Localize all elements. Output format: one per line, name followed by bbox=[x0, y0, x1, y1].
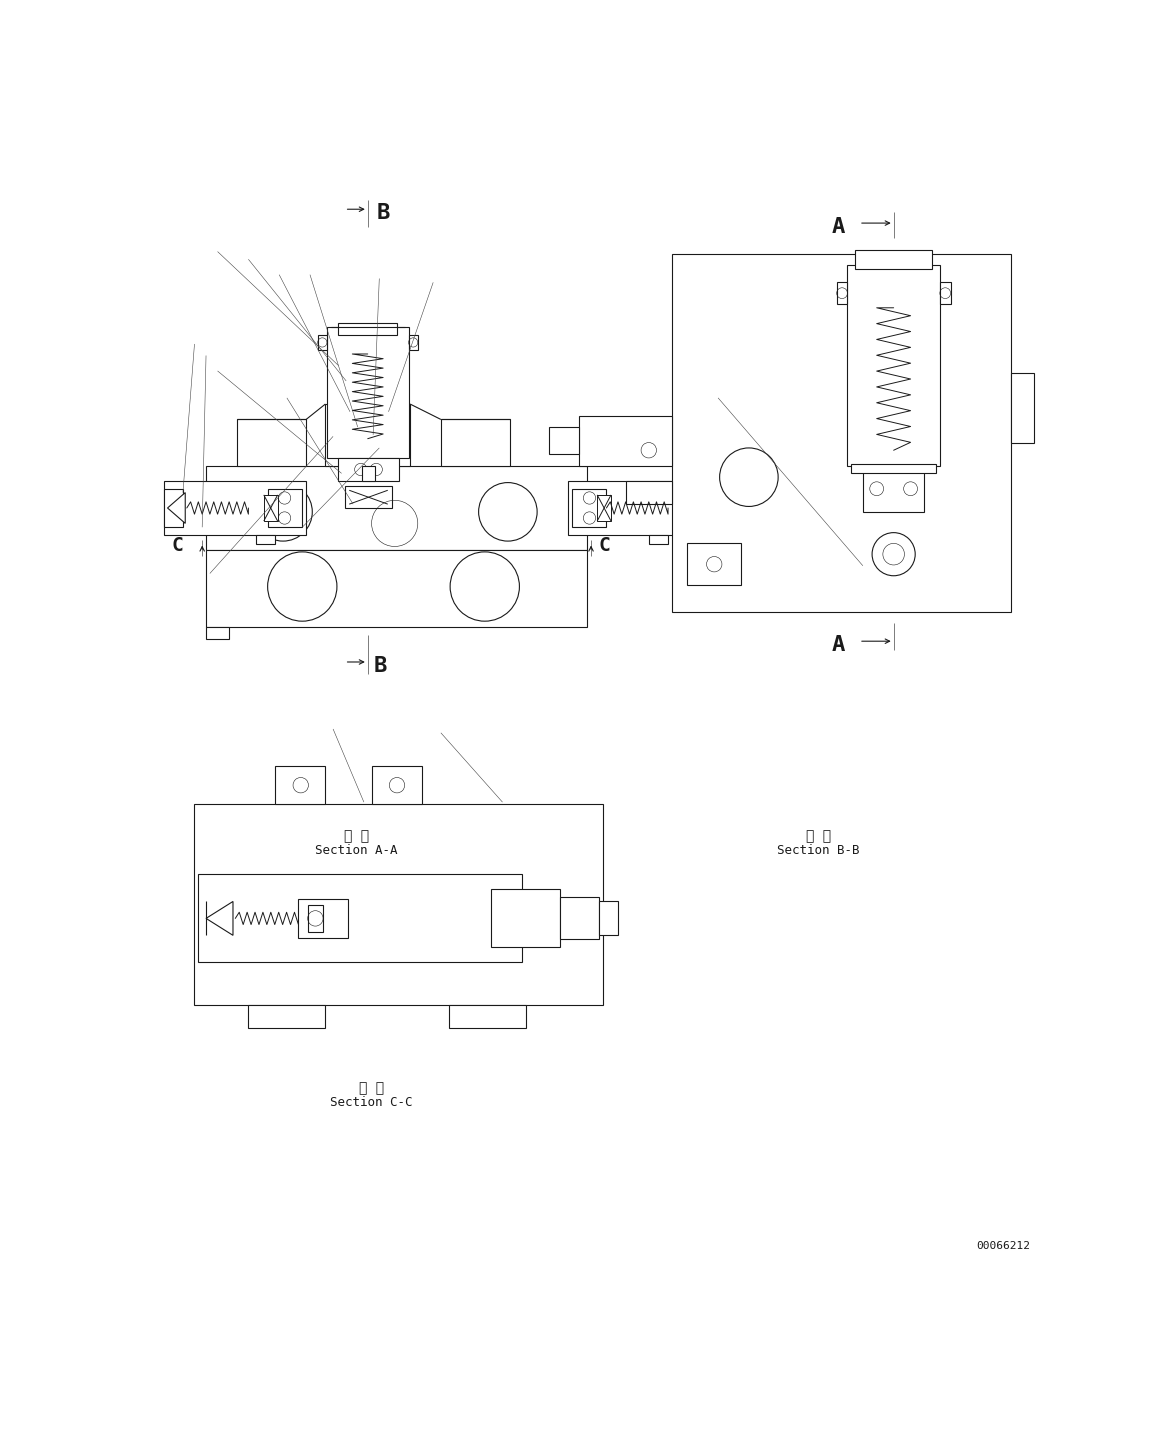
Text: A: A bbox=[832, 634, 846, 655]
Text: C: C bbox=[599, 536, 611, 555]
Bar bbox=[194, 805, 602, 1005]
Bar bbox=[326, 404, 411, 466]
Bar bbox=[449, 1005, 526, 1028]
Text: 断 面: 断 面 bbox=[343, 829, 369, 844]
Bar bbox=[1011, 373, 1034, 443]
Bar bbox=[687, 542, 741, 585]
Text: Section C-C: Section C-C bbox=[330, 1096, 413, 1109]
Polygon shape bbox=[206, 901, 233, 936]
Bar bbox=[264, 495, 278, 521]
Bar bbox=[863, 466, 925, 512]
Bar bbox=[940, 283, 950, 304]
Text: A: A bbox=[832, 216, 846, 236]
Bar bbox=[237, 420, 306, 466]
Bar bbox=[372, 766, 422, 805]
Bar bbox=[345, 486, 392, 508]
Text: B: B bbox=[373, 656, 387, 676]
Bar bbox=[327, 327, 408, 459]
Bar bbox=[626, 482, 672, 505]
Bar bbox=[363, 466, 374, 482]
Bar bbox=[848, 265, 940, 466]
Bar bbox=[549, 427, 579, 454]
Bar bbox=[441, 420, 511, 466]
Bar bbox=[561, 897, 599, 939]
Bar bbox=[691, 489, 711, 528]
Bar bbox=[491, 890, 561, 947]
Text: 断 面: 断 面 bbox=[806, 829, 830, 844]
Text: 00066212: 00066212 bbox=[976, 1240, 1030, 1250]
Bar bbox=[206, 627, 229, 639]
Text: B: B bbox=[377, 203, 391, 224]
Polygon shape bbox=[688, 493, 707, 523]
Bar bbox=[672, 254, 1011, 611]
Bar bbox=[299, 900, 349, 937]
Bar bbox=[199, 874, 522, 962]
Bar bbox=[408, 335, 418, 350]
Text: 断 面: 断 面 bbox=[359, 1082, 384, 1096]
Bar bbox=[276, 766, 326, 805]
Polygon shape bbox=[167, 493, 185, 523]
Bar bbox=[249, 1005, 326, 1028]
Bar bbox=[855, 249, 932, 270]
Bar bbox=[568, 482, 711, 535]
Bar bbox=[267, 489, 302, 528]
Bar bbox=[337, 459, 399, 482]
Bar bbox=[579, 415, 672, 466]
Bar bbox=[308, 904, 323, 933]
Bar bbox=[164, 482, 306, 535]
Bar bbox=[206, 551, 587, 627]
Bar bbox=[338, 323, 397, 335]
Text: C: C bbox=[171, 536, 183, 555]
Bar bbox=[572, 489, 606, 528]
Text: Section B-B: Section B-B bbox=[777, 844, 859, 857]
Text: Section A-A: Section A-A bbox=[315, 844, 398, 857]
Bar bbox=[597, 495, 611, 521]
Bar bbox=[206, 466, 587, 551]
Bar bbox=[851, 464, 936, 473]
Bar bbox=[164, 489, 183, 528]
Bar bbox=[256, 535, 276, 544]
Bar bbox=[836, 283, 848, 304]
Bar bbox=[317, 335, 327, 350]
Bar bbox=[649, 535, 668, 544]
Bar bbox=[599, 901, 618, 936]
